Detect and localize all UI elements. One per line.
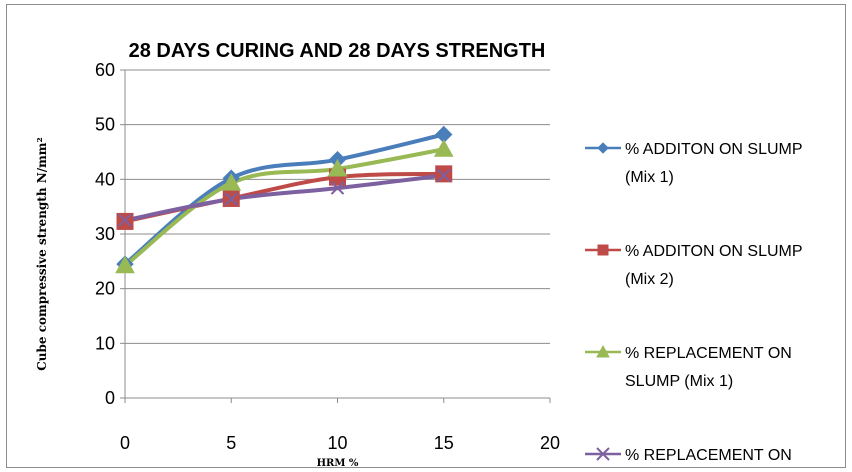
x-tick-label: 20 [540,433,560,453]
data-point-series-2 [435,165,453,183]
y-axis-label: Cube compressive strength N/mm² [35,137,49,371]
legend-label-1: (Mix 1) [625,169,674,186]
legend-label-2: % ADDITON ON SLUMP [625,243,803,260]
chart-area: 0 10 20 30 40 50 60 0 5 10 15 20 28 DAYS CURING AND … [6,4,846,469]
legend-label-1: % ADDITON ON SLUMP [625,141,803,158]
legend-marker-1 [597,142,609,154]
x-tick-label: 15 [434,433,454,453]
data-point-series-3 [221,173,242,191]
data-point-series-3 [115,255,135,274]
x-tick-label: 10 [327,433,347,453]
y-tick-label: 0 [105,388,115,408]
data-point-series-3 [433,139,454,157]
y-tick-label: 20 [95,279,115,299]
legend-label-3: SLUMP (Mix 1) [625,373,733,390]
data-point-series-3 [327,158,348,177]
legend-label-4: % REPLACEMENT ON [625,447,792,464]
data-point-series-4 [330,181,345,195]
legend-marker-3 [596,344,610,358]
line-chart: 0 10 20 30 40 50 60 0 5 10 15 20 28 DAYS CURING AND … [35,40,803,469]
y-tick-label: 30 [95,224,115,244]
y-tick-label: 40 [95,169,115,189]
data-point-series-4 [437,168,451,183]
data-point-series-4 [118,213,132,228]
legend-marker-4 [596,447,610,461]
series-line-3 [123,147,446,268]
x-axis-label: HRM % [317,458,359,469]
legend-marker-2 [597,244,609,256]
x-tick-label: 0 [120,433,130,453]
y-tick-label: 10 [95,333,115,353]
series-line-4 [123,173,446,223]
legend-label-2: (Mix 2) [625,271,674,288]
y-tick-label: 60 [95,60,115,80]
chart-title: 28 DAYS CURING AND 28 DAYS STRENGTH [129,40,546,62]
series-line-1 [123,132,446,267]
data-point-series-4 [224,192,238,206]
x-tick-label: 5 [226,433,236,453]
y-tick-label: 50 [95,115,115,135]
legend-label-3: % REPLACEMENT ON [625,345,792,362]
